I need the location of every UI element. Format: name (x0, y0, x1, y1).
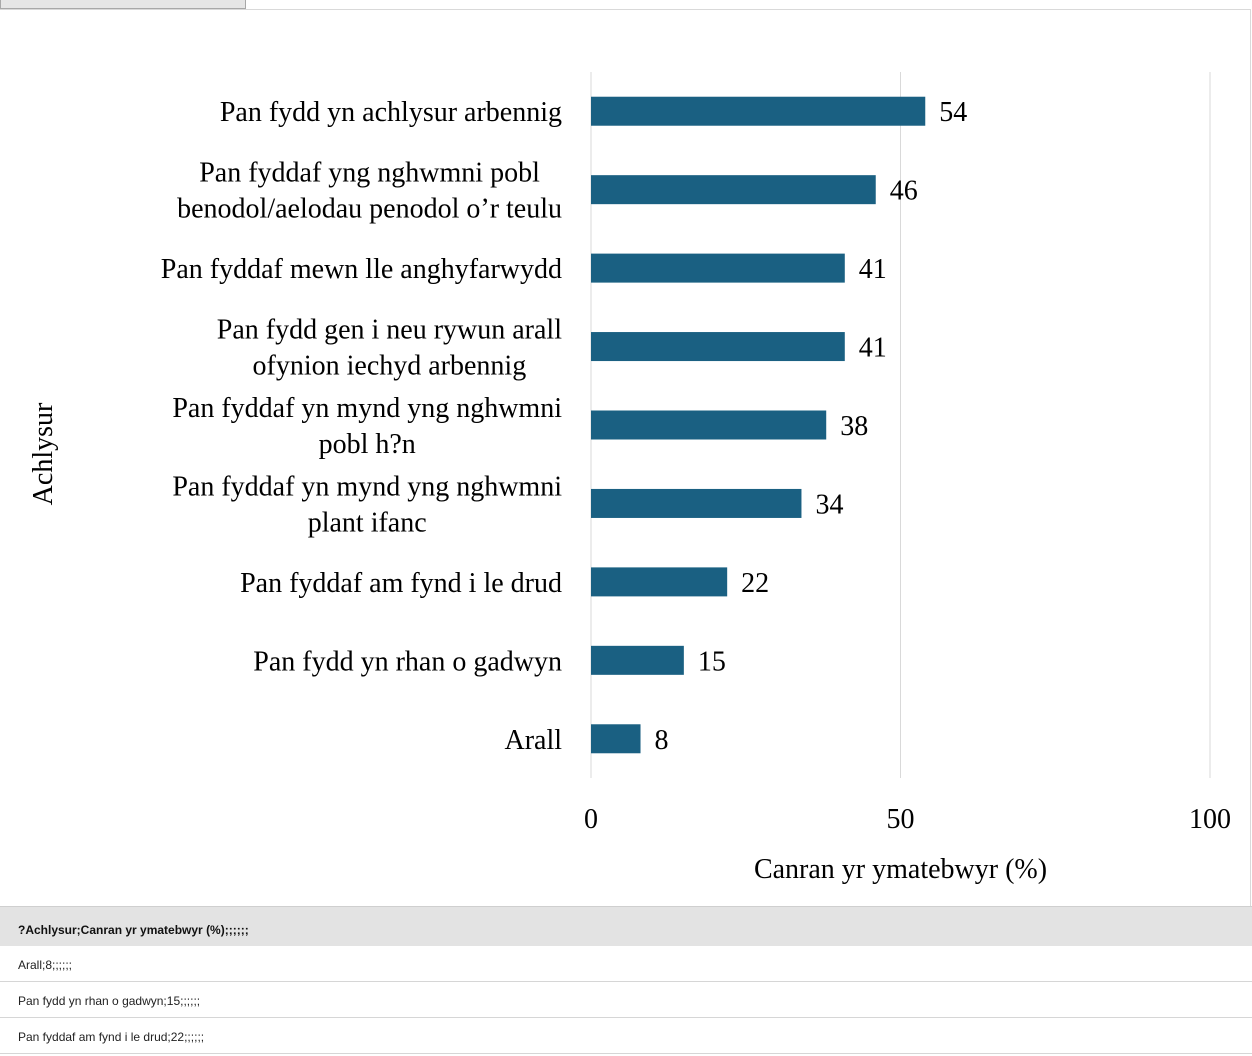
data-table: ?Achlysur;Canran yr ymatebwyr (%);;;;;; … (0, 906, 1252, 1054)
bar (591, 567, 728, 597)
category-label: ofynion iechyd arbennig (253, 351, 527, 382)
table-row: Arall;8;;;;;; (0, 946, 1252, 982)
category-label: Arall (504, 725, 562, 756)
category-label: Pan fydd gen i neu rywun arall (217, 315, 562, 346)
data-label: 46 (890, 176, 918, 207)
category-label: pobl h?n (319, 429, 416, 460)
category-label: Pan fydd yn achlysur arbennig (220, 97, 562, 128)
data-label: 8 (655, 725, 669, 756)
bar (591, 645, 684, 675)
category-label: Pan fyddaf yng nghwmni pobl (199, 158, 540, 189)
bar (591, 410, 827, 440)
category-label: Pan fydd yn rhan o gadwyn (253, 646, 562, 677)
category-label: benodol/aelodau penodol o’r teulu (177, 194, 562, 225)
data-label: 22 (741, 568, 769, 599)
tick-label: 0 (584, 804, 598, 835)
bar (591, 175, 876, 205)
category-label: Pan fyddaf yn mynd yng nghwmni (172, 393, 562, 424)
table-row: Pan fyddaf am fynd i le drud;22;;;;;; (0, 1018, 1252, 1054)
table-header: ?Achlysur;Canran yr ymatebwyr (%);;;;;; (0, 906, 1252, 946)
category-label: Pan fyddaf mewn lle anghyfarwydd (161, 254, 562, 285)
data-label: 41 (859, 333, 887, 364)
data-label: 41 (859, 254, 887, 285)
data-label: 38 (840, 411, 868, 442)
tick-label: 100 (1189, 804, 1231, 835)
x-axis-title: Canran yr ymatebwyr (%) (754, 854, 1047, 885)
bar (591, 488, 802, 518)
chart-container: 54 Pan fydd yn achlysur arbennig 46 Pan fyd… (0, 9, 1251, 906)
data-label: 54 (939, 97, 967, 128)
bar (591, 724, 641, 754)
category-label: Pan fyddaf yn mynd yng nghwmni (172, 471, 562, 502)
category-label: plant ifanc (308, 507, 427, 538)
table-row: Pan fydd yn rhan o gadwyn;15;;;;;; (0, 982, 1252, 1018)
bar (591, 332, 845, 362)
y-axis-title: Achlysur (28, 402, 59, 505)
bar (591, 253, 845, 283)
bar-chart: 54 Pan fydd yn achlysur arbennig 46 Pan fyd… (28, 72, 1231, 885)
bar (591, 96, 926, 126)
toggle-button[interactable] (0, 0, 246, 9)
category-label: Pan fyddaf am fynd i le drud (240, 568, 562, 599)
data-label: 15 (698, 646, 726, 677)
data-label: 34 (815, 489, 843, 520)
tick-label: 50 (887, 804, 915, 835)
